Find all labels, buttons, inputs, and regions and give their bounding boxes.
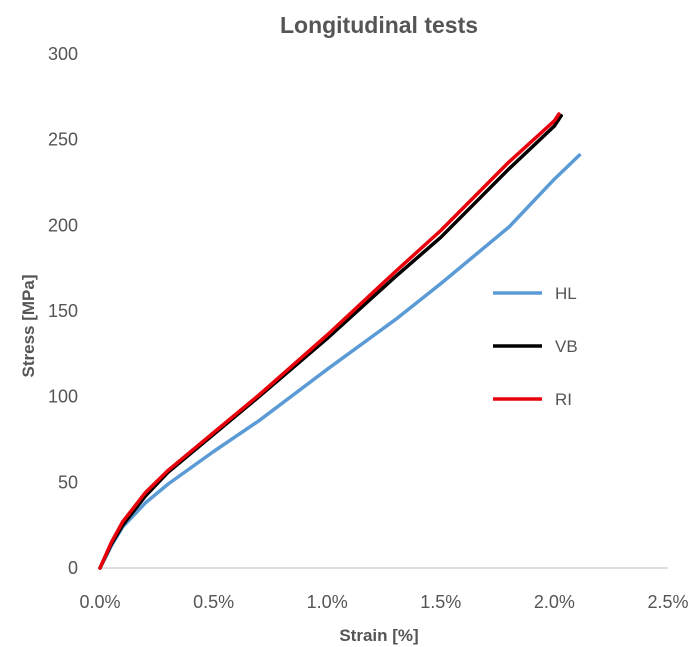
y-tick-label: 100 xyxy=(48,387,78,407)
legend-label-vb: VB xyxy=(555,337,578,356)
series-line-hl xyxy=(98,153,582,570)
chart-title: Longitudinal tests xyxy=(280,12,478,38)
y-tick-label: 150 xyxy=(48,301,78,321)
x-tick-label: 0.5% xyxy=(193,592,234,612)
legend-label-ri: RI xyxy=(555,390,572,409)
legend-label-hl: HL xyxy=(555,284,577,303)
x-tick-label: 1.0% xyxy=(307,592,348,612)
y-tick-label: 50 xyxy=(58,472,78,492)
y-tick-labels: 0 50 100 150 200 250 300 xyxy=(48,44,78,578)
series-lines xyxy=(98,112,582,570)
series-line-vb xyxy=(98,113,563,570)
y-tick-label: 200 xyxy=(48,215,78,235)
x-tick-label: 2.0% xyxy=(534,592,575,612)
x-axis-title: Strain [%] xyxy=(339,626,418,645)
x-tick-label: 0.0% xyxy=(79,592,120,612)
y-tick-label: 300 xyxy=(48,44,78,64)
y-tick-label: 250 xyxy=(48,130,78,150)
y-axis-title: Stress [MPa] xyxy=(19,275,38,378)
series-line-ri xyxy=(98,112,561,570)
legend: HL VB RI xyxy=(493,284,578,409)
x-tick-label: 2.5% xyxy=(647,592,688,612)
x-tick-labels: 0.0% 0.5% 1.0% 1.5% 2.0% 2.5% xyxy=(79,592,688,612)
y-tick-label: 0 xyxy=(68,558,78,578)
x-tick-label: 1.5% xyxy=(420,592,461,612)
